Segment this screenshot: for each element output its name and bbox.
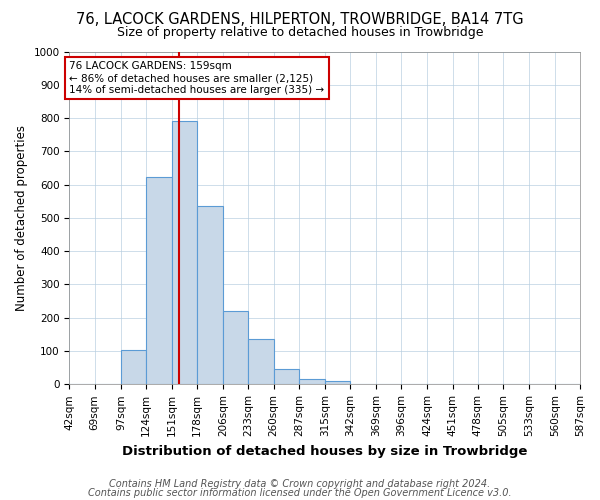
Bar [223,311,248,384]
X-axis label: Distribution of detached houses by size in Trowbridge: Distribution of detached houses by size … [122,444,527,458]
Bar [248,340,274,384]
Bar [121,350,146,384]
Text: Contains HM Land Registry data © Crown copyright and database right 2024.: Contains HM Land Registry data © Crown c… [109,479,491,489]
Text: Size of property relative to detached houses in Trowbridge: Size of property relative to detached ho… [117,26,483,39]
Bar [146,178,172,384]
Bar [197,206,223,384]
Text: Contains public sector information licensed under the Open Government Licence v3: Contains public sector information licen… [88,488,512,498]
Y-axis label: Number of detached properties: Number of detached properties [15,125,28,311]
Bar [172,122,197,384]
Bar [274,370,299,384]
Text: 76 LACOCK GARDENS: 159sqm
← 86% of detached houses are smaller (2,125)
14% of se: 76 LACOCK GARDENS: 159sqm ← 86% of detac… [70,62,325,94]
Bar [299,380,325,384]
Text: 76, LACOCK GARDENS, HILPERTON, TROWBRIDGE, BA14 7TG: 76, LACOCK GARDENS, HILPERTON, TROWBRIDG… [76,12,524,28]
Bar [325,381,350,384]
